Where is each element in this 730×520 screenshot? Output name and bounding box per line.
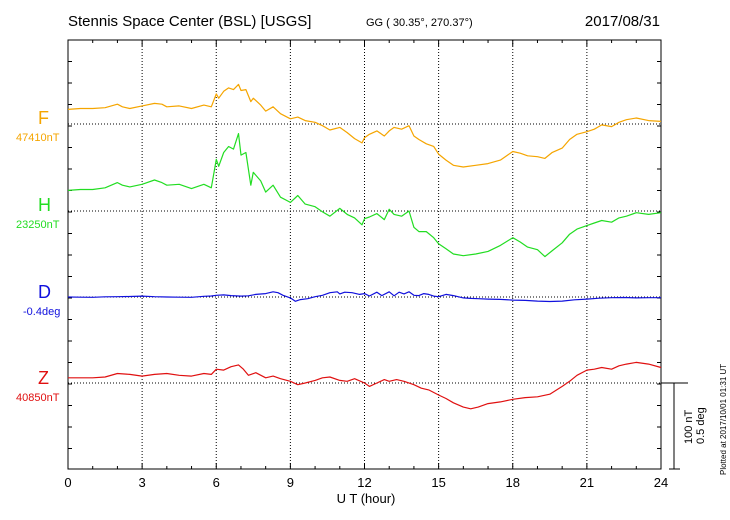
x-tick-label: 6 xyxy=(213,475,220,490)
label-f: F xyxy=(38,108,49,128)
plotted-timestamp: Plotted at 2017/10/01 01:31 UT xyxy=(719,364,728,475)
series-line-z xyxy=(68,361,662,410)
x-tick-label: 21 xyxy=(580,475,594,490)
x-axis-ticks: 0 3 6 9 12 15 18 21 24 xyxy=(64,39,668,490)
x-tick-label: 3 xyxy=(139,475,146,490)
series-line-f xyxy=(67,83,662,168)
label-z: Z xyxy=(38,368,49,388)
x-tick-label: 0 xyxy=(64,475,71,490)
baseline-z: 40850nT xyxy=(16,392,60,404)
baseline-h: 23250nT xyxy=(16,219,60,231)
chart-date: 2017/08/31 xyxy=(584,13,660,30)
scale-bar: 100 nT 0.5 deg xyxy=(661,382,707,470)
x-tick-label: 15 xyxy=(431,475,445,490)
baseline-f: 47410nT xyxy=(16,132,60,144)
grid-lines xyxy=(68,40,661,469)
x-axis-label: U T (hour) xyxy=(337,491,396,506)
series-line-h xyxy=(67,133,662,258)
x-tick-label: 12 xyxy=(357,475,371,490)
label-d: D xyxy=(38,282,51,302)
x-tick-label: 9 xyxy=(287,475,294,490)
station-coordinates: GG ( 30.35°, 270.37°) xyxy=(366,17,473,29)
label-h: H xyxy=(38,195,51,215)
baseline-d: -0.4deg xyxy=(23,306,61,318)
data-series xyxy=(67,83,662,410)
scale-deg-label: 0.5 deg xyxy=(695,407,707,444)
scale-nt-label: 100 nT xyxy=(683,409,695,444)
x-tick-label: 18 xyxy=(506,475,520,490)
plot-frame xyxy=(67,39,662,470)
series-line-d xyxy=(67,291,661,303)
x-tick-label: 24 xyxy=(654,475,668,490)
chart-title: Stennis Space Center (BSL) [USGS] xyxy=(68,13,312,30)
